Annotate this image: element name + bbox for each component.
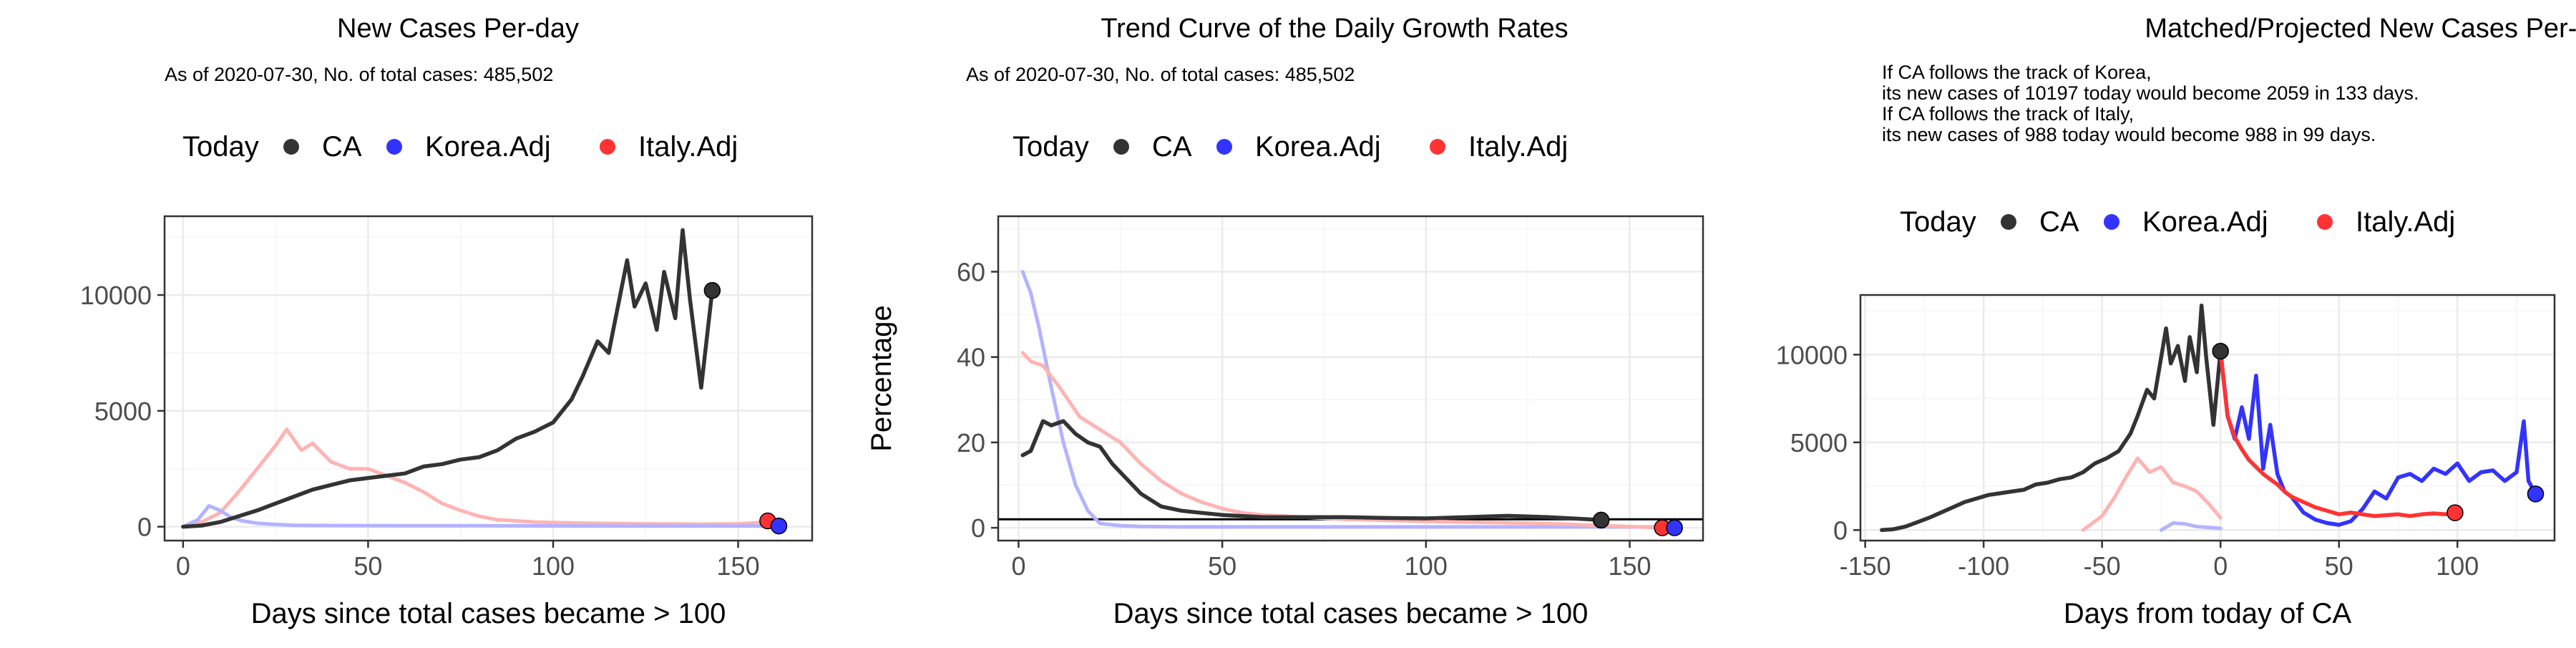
series-line-ca [1020, 419, 1604, 523]
series-line-korea-adj-reference [1020, 270, 1677, 529]
series-line-italy-adj [2218, 349, 2457, 518]
chart2-legend: Today CA Korea.Adj Italy.Adj [1013, 131, 1568, 163]
series-line-korea-adj-reference [181, 504, 781, 529]
today-point-ca [703, 281, 721, 299]
x-tick-label: 50 [353, 551, 382, 581]
x-tick-label: -100 [1958, 551, 2009, 581]
chart3-panel-border [1859, 294, 2556, 542]
x-tick-label: 150 [717, 551, 760, 581]
legend-label: Italy.Adj [2356, 206, 2455, 238]
x-tick-label: 100 [2436, 551, 2479, 581]
chart2-title: Trend Curve of the Daily Growth Rates [1101, 14, 1568, 44]
y-tick-label: 0 [137, 513, 152, 542]
chart3-x-axis-label: Days from today of CA [2064, 598, 2352, 629]
chart3-subtitle-line: If CA follows the track of Italy, [1882, 103, 2134, 125]
legend-key-korea-adj [1216, 139, 1232, 155]
legend-key-ca [283, 139, 299, 155]
x-tick-label: 150 [1608, 551, 1651, 581]
x-tick-label: 0 [176, 551, 190, 581]
y-tick-label: 0 [971, 513, 985, 543]
y-tick-label: 0 [1833, 516, 1848, 545]
chart1-plot-area [165, 216, 812, 541]
legend-key-italy-adj [600, 139, 615, 155]
legend-key-ca [1113, 139, 1129, 155]
legend-title: Today [1013, 131, 1089, 163]
today-point-ca [1592, 511, 1610, 529]
series-line-italy-adj-reference [181, 427, 770, 529]
chart3-subtitle-line: its new cases of 988 today would become … [1882, 124, 2376, 145]
series-line-korea-adj [2218, 349, 2538, 527]
y-tick-label: 5000 [1790, 428, 1848, 458]
today-point-korea-adj [1666, 519, 1683, 536]
chart2-group: Trend Curve of the Daily Growth Rates As … [866, 14, 1704, 629]
chart3-legend: Today CA Korea.Adj Italy.Adj [1900, 206, 2455, 238]
legend-key-italy-adj [2317, 214, 2333, 230]
chart2-subtitle: As of 2020-07-30, No. of total cases: 48… [966, 64, 1355, 85]
y-tick-label: 5000 [94, 397, 152, 426]
legend-label: Italy.Adj [1468, 131, 1568, 163]
series-line-ca [1880, 303, 2223, 533]
x-tick-label: 0 [2213, 551, 2228, 581]
x-tick-label: 50 [1208, 551, 1236, 581]
chart2-panel-border [997, 215, 1704, 542]
series-line-italy-adj-reference [2081, 456, 2223, 532]
x-tick-label: -150 [1840, 551, 1891, 581]
y-tick-label: 10000 [1776, 340, 1848, 369]
legend-label: CA [322, 131, 362, 163]
legend-label: CA [1152, 131, 1192, 163]
x-tick-label: 0 [1011, 551, 1025, 581]
chart1-title: New Cases Per-day [337, 14, 579, 44]
x-tick-label: 100 [1405, 551, 1448, 581]
chart1-subtitle: As of 2020-07-30, No. of total cases: 48… [165, 64, 553, 85]
x-tick-label: -50 [2084, 551, 2121, 581]
series-line-ca [181, 228, 715, 529]
legend-label: Italy.Adj [638, 131, 738, 163]
today-point-korea-adj [2527, 485, 2545, 503]
y-tick-label: 60 [957, 257, 985, 286]
x-tick-label: 100 [532, 551, 575, 581]
chart1-group: New Cases Per-day As of 2020-07-30, No. o… [80, 14, 814, 629]
chart3-subtitle-line: its new cases of 10197 today would becom… [1882, 82, 2419, 104]
today-point-korea-adj [770, 517, 788, 535]
chart2-y-axis-label: Percentage [866, 305, 897, 452]
legend-key-italy-adj [1430, 139, 1445, 155]
y-tick-label: 20 [957, 428, 985, 458]
chart3-group: Matched/Projected New Cases Per-day If CA… [1776, 14, 2576, 629]
legend-label: Korea.Adj [425, 131, 551, 163]
chart3-subtitle-line: If CA follows the track of Korea, [1882, 62, 2152, 83]
chart2-plot-area [998, 216, 1703, 541]
chart1-x-axis-label: Days since total cases became > 100 [251, 598, 726, 629]
y-tick-label: 10000 [80, 281, 152, 310]
chart3-title: Matched/Projected New Cases Per-day [2145, 14, 2576, 44]
series-line-korea-adj-reference [2159, 521, 2223, 532]
legend-key-korea-adj [2104, 214, 2119, 230]
x-tick-label: 50 [2325, 551, 2353, 581]
series-line-italy-adj-reference [1020, 351, 1664, 530]
legend-key-ca [2001, 214, 2016, 230]
today-point-ca [2212, 342, 2229, 360]
legend-title: Today [1900, 206, 1976, 238]
chart2-x-axis-label: Days since total cases became > 100 [1113, 598, 1589, 629]
legend-label: CA [2039, 206, 2079, 238]
chart1-panel-border [163, 215, 814, 542]
today-point-italy-adj [2446, 504, 2464, 521]
legend-key-korea-adj [386, 139, 402, 155]
legend-title: Today [182, 131, 259, 163]
legend-label: Korea.Adj [1255, 131, 1381, 163]
y-tick-label: 40 [957, 343, 985, 372]
legend-label: Korea.Adj [2142, 206, 2268, 238]
chart1-legend: Today CA Korea.Adj Italy.Adj [182, 131, 738, 163]
